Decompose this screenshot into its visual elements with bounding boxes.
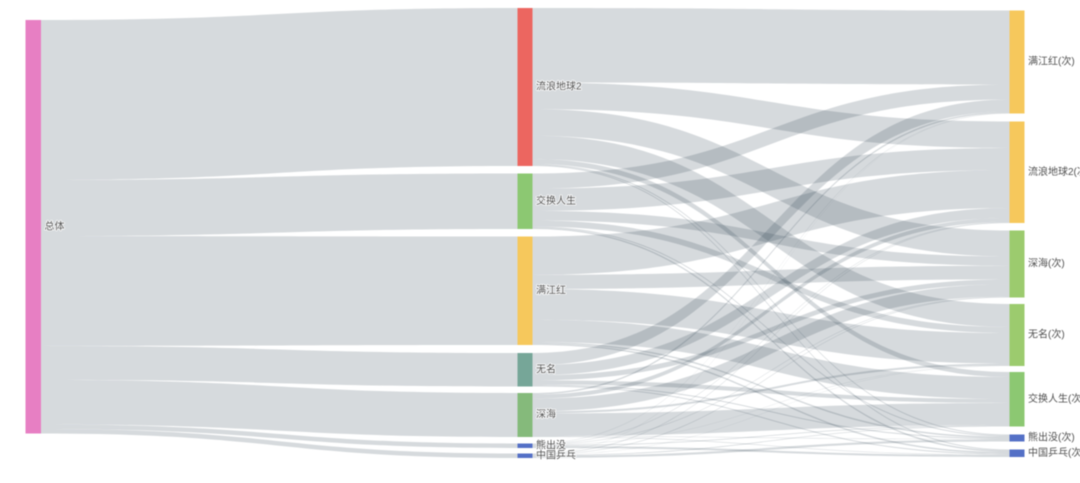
svg-text:交换人生: 交换人生 bbox=[536, 194, 576, 207]
svg-text:交换人生(次): 交换人生(次) bbox=[1028, 392, 1080, 405]
svg-text:满江红(次): 满江红(次) bbox=[1028, 55, 1075, 68]
svg-text:中国乒乓(次): 中国乒乓(次) bbox=[1028, 446, 1080, 459]
svg-text:中国乒乓: 中国乒乓 bbox=[536, 448, 576, 461]
svg-text:总体: 总体 bbox=[45, 219, 65, 232]
svg-text:无名: 无名 bbox=[536, 362, 556, 375]
svg-text:熊出没(次): 熊出没(次) bbox=[1028, 431, 1075, 444]
svg-text:流浪地球2: 流浪地球2 bbox=[536, 80, 582, 93]
svg-text:流浪地球2(次): 流浪地球2(次) bbox=[1028, 165, 1080, 178]
svg-text:深海: 深海 bbox=[536, 408, 556, 421]
svg-text:满江红: 满江红 bbox=[536, 283, 566, 296]
svg-text:熊出没: 熊出没 bbox=[536, 438, 566, 451]
svg-text:深海(次): 深海(次) bbox=[1028, 257, 1065, 270]
svg-text:无名(次): 无名(次) bbox=[1028, 328, 1065, 341]
